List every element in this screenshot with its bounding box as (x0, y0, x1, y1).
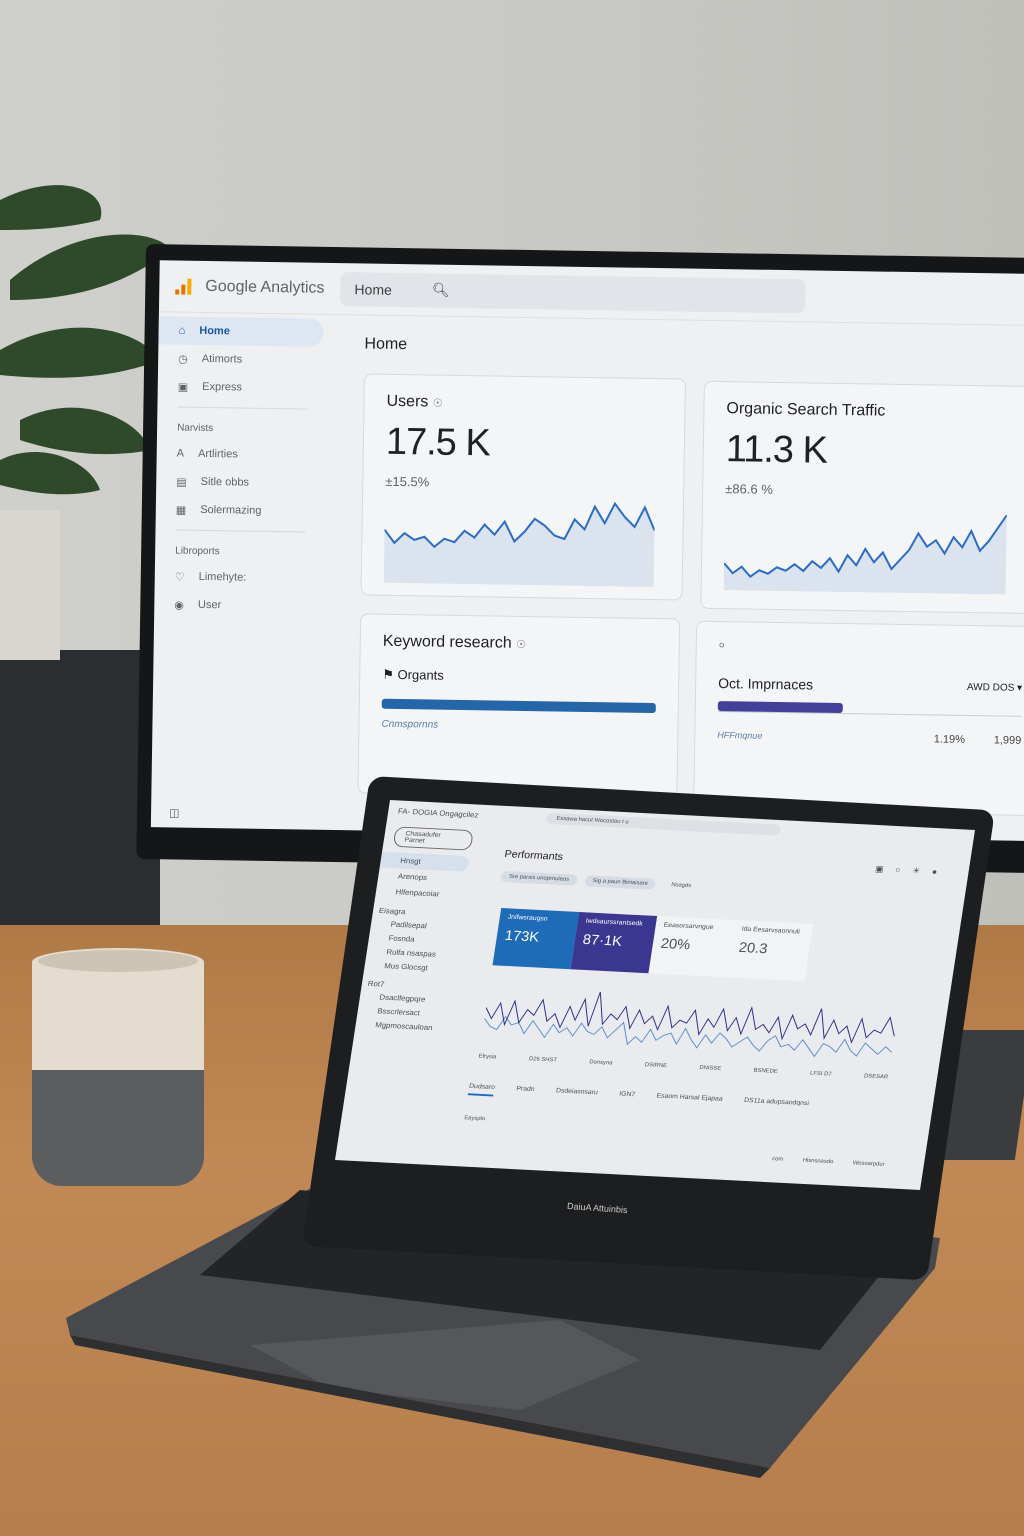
x-tick-label: DSIRNE (644, 1062, 668, 1070)
metric-tile[interactable]: Iwdsaurssrantsedk 87·1K (570, 912, 658, 974)
x-tick-label: Efrysia (478, 1053, 497, 1061)
laptop-tab[interactable]: Pradn (515, 1085, 536, 1093)
laptop-bottom-link[interactable]: Hlsnsnasdo (802, 1157, 834, 1166)
laptop-filter-chip[interactable]: Sig a paun Biniaisare (583, 875, 657, 890)
background-cabinet (0, 650, 160, 940)
series-line (383, 501, 656, 549)
laptop-filter-link[interactable]: Nsagds (670, 882, 692, 889)
monitor: Google Analytics Home 🔍︎ ⌂ Home ◷ Atimorts… (136, 244, 1024, 874)
users-sparkline (383, 501, 656, 588)
laptop-screen: FA- DOGIA Ongagcilez Essawa hacut Wocost… (335, 800, 975, 1190)
x-tick-label: DSESAR (863, 1073, 889, 1081)
monitor-screen: Google Analytics Home 🔍︎ ⌂ Home ◷ Atimorts… (150, 260, 1024, 842)
laptop-tab[interactable]: IGN7 (618, 1090, 636, 1099)
laptop-footer: Eaysplo (463, 1115, 486, 1123)
laptop-filter-chip[interactable]: Sre parsis unoprnuieos (500, 870, 578, 886)
laptop-toolbar-icons[interactable]: ▣○☀● (874, 863, 950, 877)
laptop-create-button[interactable]: Chasadufer Parnet (392, 826, 474, 851)
laptop-metrics: Jnifwsraugso 173K Iwdsaurssrantsedk 87·1K … (492, 908, 814, 982)
plant-decoration (0, 185, 170, 660)
organic-search-card[interactable]: Organic Search Traffic 11.3 K ±86.6 % (700, 380, 1024, 615)
laptop-line-chart (483, 991, 895, 1058)
laptop-tab[interactable]: Dsdeiasnsaru (555, 1087, 599, 1097)
mug-rim (38, 950, 198, 972)
users-card[interactable]: Users ☉ 17.5 K ±15.5% (360, 373, 686, 601)
laptop-tab[interactable]: Dudsaro (467, 1083, 496, 1097)
metric-tile[interactable]: Ida Eesarvsaonnuli 20.3 (726, 920, 814, 982)
laptop-page-title: Performants (503, 848, 564, 863)
series-line (723, 514, 1008, 579)
trackpad (250, 1320, 640, 1410)
x-tick-label: DNISSE (698, 1065, 722, 1072)
laptop-tab[interactable]: Esaom Harsal Ejapaa (656, 1092, 724, 1103)
organic-sparkline (723, 514, 1008, 595)
x-tick-label: D26 SHST (528, 1056, 558, 1064)
laptop-tab[interactable]: DS11a adupsaodqnsi (743, 1097, 810, 1108)
laptop-bottom-link[interactable]: com (771, 1156, 784, 1163)
area-fill (723, 515, 1007, 595)
laptop-bottom-link[interactable]: Wesoarpdur (852, 1160, 885, 1168)
laptop-app-title: FA- DOGIA Ongagcilez (397, 806, 480, 819)
x-tick-label: BSNEDE (753, 1067, 779, 1075)
series-line (485, 991, 895, 1044)
metric-tile[interactable]: Jnifwsraugso 173K (492, 908, 580, 970)
mug-base (32, 1070, 204, 1186)
x-tick-label: Donsyna (588, 1059, 613, 1067)
x-tick-label: LFSI D7 (809, 1070, 832, 1078)
metric-tile[interactable]: Eeasorsarvngue 20% (648, 916, 736, 978)
series-line (483, 1015, 893, 1058)
